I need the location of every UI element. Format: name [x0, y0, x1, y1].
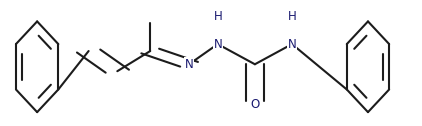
- Text: H: H: [214, 10, 222, 23]
- Text: N: N: [214, 38, 222, 51]
- Text: N: N: [185, 58, 193, 71]
- Text: O: O: [250, 98, 260, 111]
- Text: H: H: [288, 10, 296, 23]
- Text: N: N: [288, 38, 296, 51]
